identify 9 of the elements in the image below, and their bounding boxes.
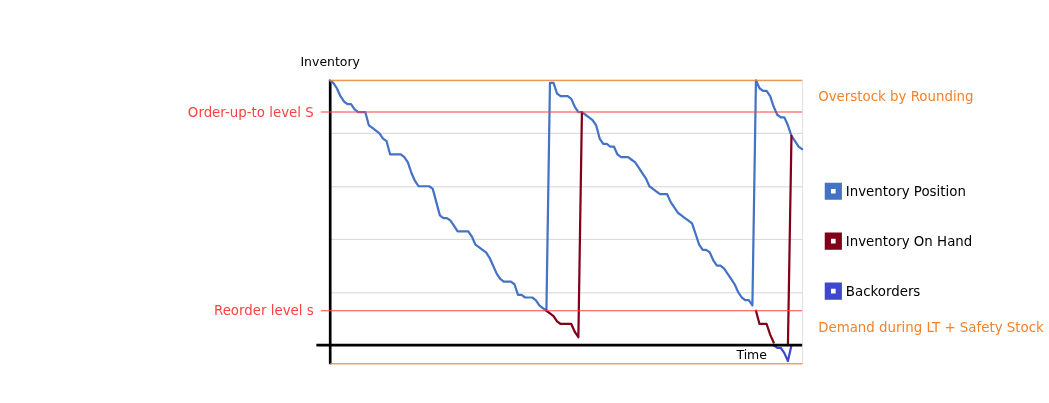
legend-label: Inventory On Hand	[845, 233, 973, 249]
text: Demand during LT + Safety Stock	[818, 320, 1045, 336]
y-axis-title: Inventory	[300, 53, 360, 69]
text: Overstock by Rounding	[818, 88, 974, 104]
legend-label: Backorders	[845, 283, 921, 299]
legend-label: Inventory Position	[845, 183, 966, 199]
ref-line-label: Reorder level s	[213, 303, 314, 319]
x-axis-title: Time	[735, 346, 767, 362]
ref-line-label: Order-up-to level S	[187, 104, 314, 120]
